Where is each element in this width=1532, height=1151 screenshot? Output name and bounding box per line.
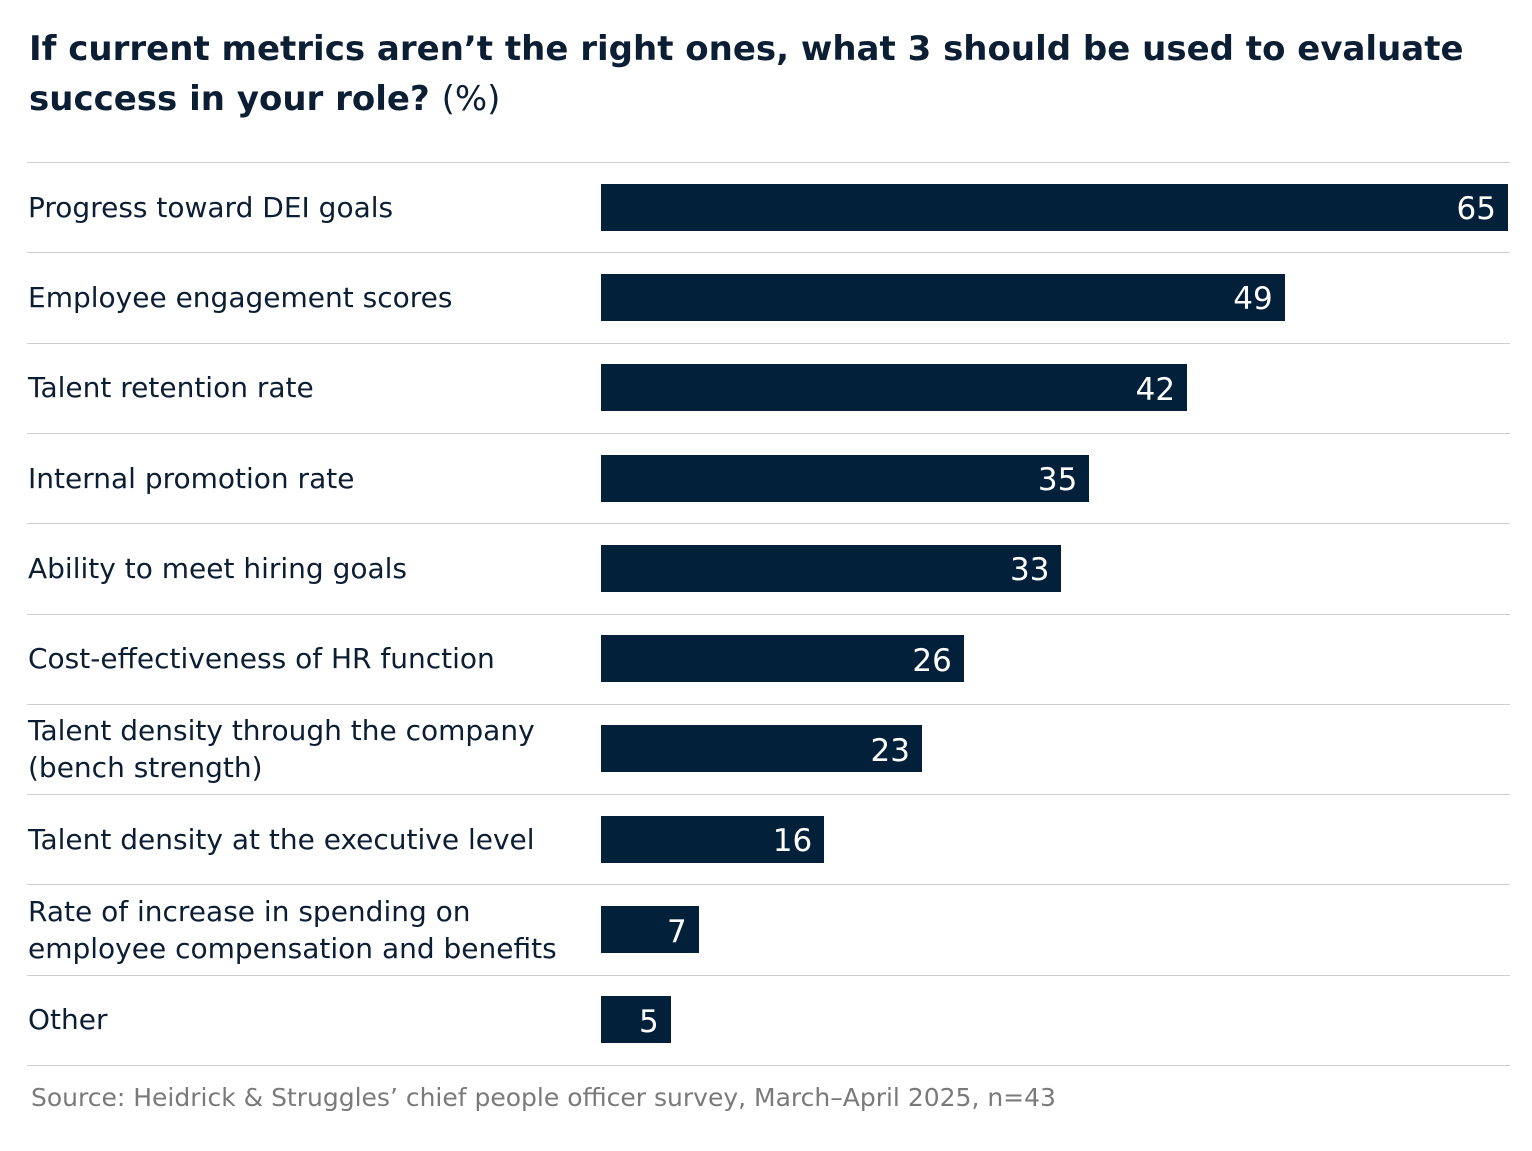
row-separator	[27, 1065, 1510, 1066]
source-note: Source: Heidrick & Struggles’ chief peop…	[31, 1083, 1056, 1112]
category-label: Talent retention rate	[28, 371, 314, 405]
value-label: 35	[1037, 462, 1078, 499]
bar	[601, 725, 922, 773]
value-label: 49	[1233, 281, 1273, 318]
value-label: 16	[772, 823, 813, 860]
bar	[601, 815, 825, 863]
value-label: 23	[870, 732, 910, 769]
title-text: If current metrics aren’t the right ones…	[29, 29, 1464, 119]
bar	[601, 906, 699, 954]
bar	[601, 544, 1062, 592]
bar	[601, 996, 671, 1044]
row-separator	[27, 523, 1510, 525]
category-label: Talent density through the company (benc…	[28, 713, 535, 784]
category-label: Other	[28, 1003, 108, 1037]
value-label: 33	[1010, 552, 1050, 589]
row-separator	[27, 432, 1510, 434]
category-label: Internal promotion rate	[28, 461, 355, 495]
category-label: Progress toward DEI goals	[28, 190, 394, 224]
category-label: Cost-effectiveness of HR function	[28, 642, 495, 676]
title-unit: (%)	[441, 79, 501, 119]
row-separator	[27, 613, 1510, 615]
chart-title: If current metrics aren’t the right ones…	[29, 24, 1469, 124]
row-separator	[27, 794, 1510, 796]
category-label: Ability to meet hiring goals	[28, 551, 407, 585]
value-label: 26	[912, 642, 952, 679]
bar	[601, 454, 1090, 502]
value-label: 65	[1456, 191, 1496, 228]
category-label: Employee engagement scores	[28, 280, 453, 314]
row-separator	[27, 974, 1510, 976]
bar	[601, 273, 1285, 321]
category-label: Rate of increase in spending on employee…	[28, 894, 557, 965]
row-separator	[27, 703, 1510, 705]
row-separator	[27, 884, 1510, 886]
bar	[601, 183, 1508, 231]
row-separator	[27, 342, 1510, 344]
value-label: 5	[639, 1003, 659, 1040]
category-label: Talent density at the executive level	[28, 822, 535, 856]
row-separator	[27, 252, 1510, 254]
bar	[601, 635, 964, 683]
row-separator	[27, 162, 1510, 163]
value-label: 7	[666, 913, 687, 950]
bar	[601, 364, 1188, 412]
value-label: 42	[1135, 371, 1176, 408]
